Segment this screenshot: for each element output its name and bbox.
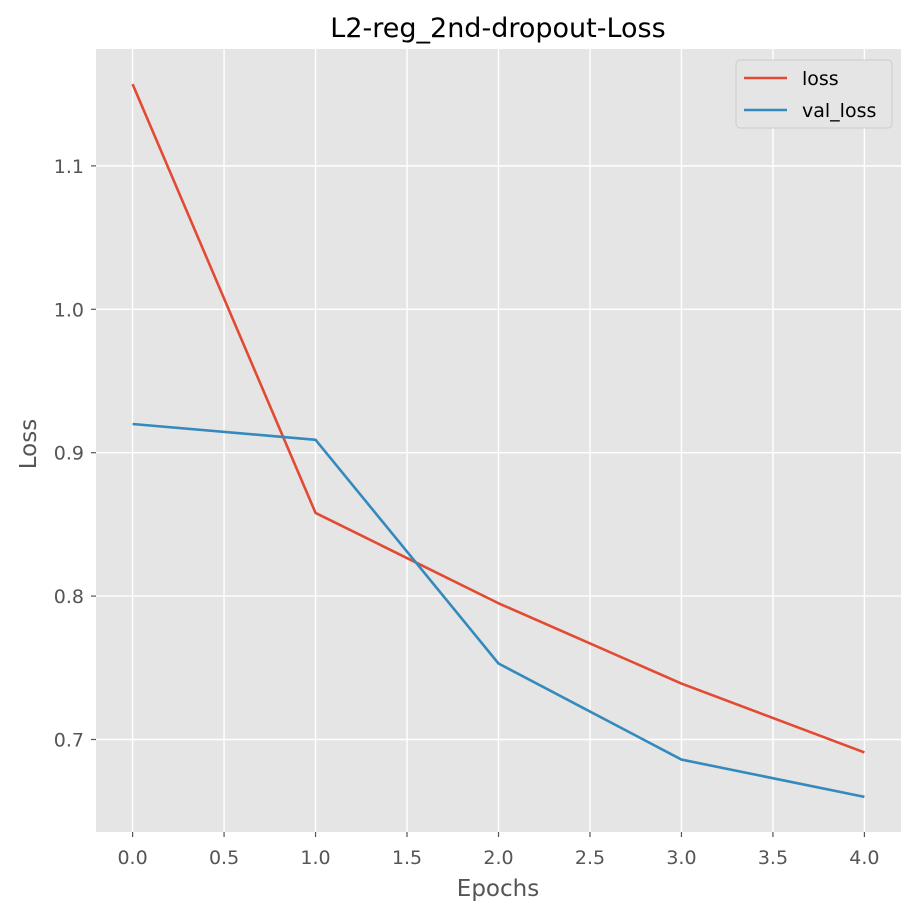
chart-title: L2-reg_2nd-dropout-Loss <box>330 13 665 44</box>
y-axis-label: Loss <box>16 419 42 469</box>
x-tick-label: 4.0 <box>849 847 879 869</box>
y-tick-label: 0.9 <box>54 443 84 465</box>
x-tick-label: 0.0 <box>117 847 147 869</box>
y-axis-ticks: 0.7 0.8 0.9 1.0 1.1 <box>54 156 96 752</box>
y-tick-label: 0.7 <box>54 730 84 752</box>
x-tick-label: 1.0 <box>300 847 330 869</box>
y-tick-label: 0.8 <box>54 586 84 608</box>
legend: loss val_loss <box>735 59 893 129</box>
legend-label-val-loss: val_loss <box>802 100 876 122</box>
x-axis-ticks: 0.0 0.5 1.0 1.5 2.0 2.5 3.0 3.5 4.0 <box>117 832 880 869</box>
y-tick-label: 1.1 <box>54 156 84 178</box>
series-line-loss <box>131 83 865 754</box>
x-axis-label: Epochs <box>457 876 539 902</box>
x-tick-label: 2.0 <box>483 847 513 869</box>
x-tick-label: 0.5 <box>209 847 239 869</box>
legend-label-loss: loss <box>802 68 839 90</box>
y-gridlines <box>96 165 901 741</box>
x-tick-label: 3.0 <box>666 847 696 869</box>
series-line-val-loss <box>132 422 865 799</box>
x-tick-label: 3.5 <box>758 847 788 869</box>
series-lines <box>131 83 865 799</box>
x-tick-label: 2.5 <box>575 847 605 869</box>
x-tick-label: 1.5 <box>392 847 422 869</box>
y-tick-label: 1.0 <box>54 299 84 321</box>
